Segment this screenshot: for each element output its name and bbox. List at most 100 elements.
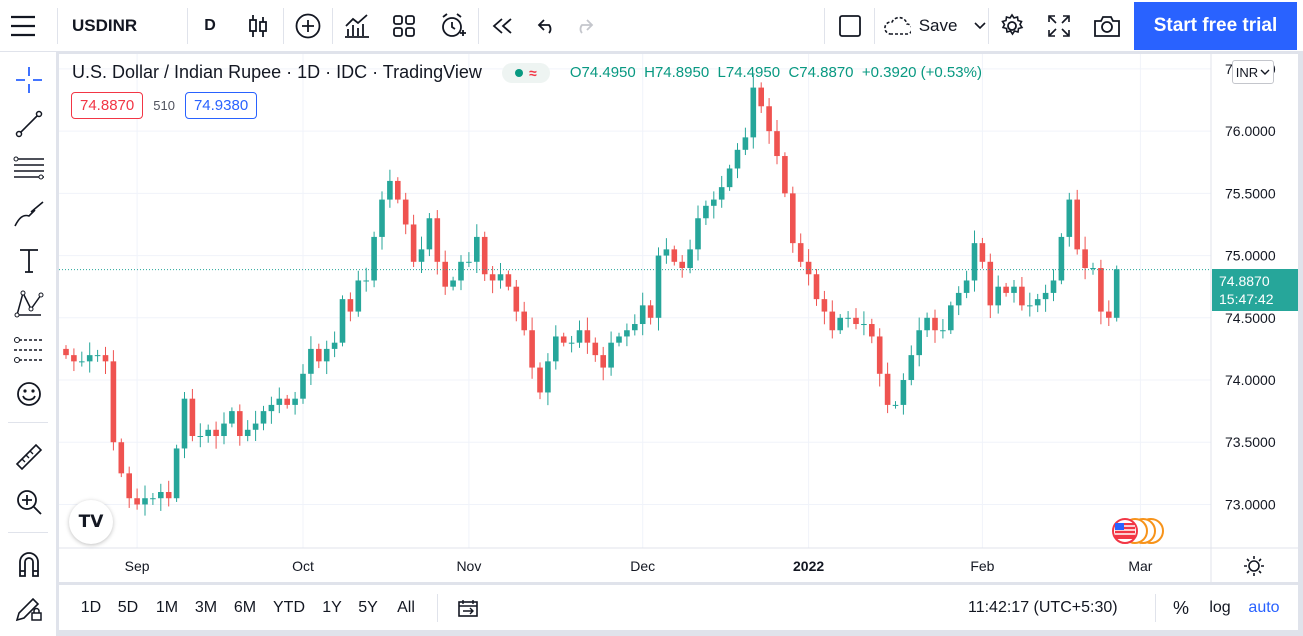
fullscreen-select-button[interactable] [828, 0, 872, 51]
layouts-button[interactable] [382, 0, 426, 51]
crosshair-tool[interactable] [0, 60, 57, 100]
timezone-clock[interactable]: 11:42:17 (UTC+5:30) [968, 599, 1118, 616]
candle [940, 319, 946, 339]
candle [616, 332, 622, 347]
range-5y[interactable]: 5Y [358, 599, 378, 616]
settings-button[interactable] [990, 0, 1034, 51]
candle [932, 309, 938, 343]
magnet-tool[interactable] [0, 544, 57, 584]
interval-button[interactable]: D [204, 16, 216, 34]
candle [766, 98, 772, 144]
economic-events-flags[interactable] [1109, 516, 1167, 548]
candle [1042, 284, 1049, 312]
candle [853, 308, 859, 330]
range-ytd[interactable]: YTD [273, 599, 305, 616]
log-scale-button[interactable]: log [1209, 599, 1231, 616]
fullscreen-button[interactable] [1037, 0, 1081, 51]
lock-drawings-tool[interactable] [0, 588, 57, 628]
candle [948, 301, 954, 334]
sell-price-button[interactable]: 74.8870 [71, 92, 144, 119]
candle [758, 82, 764, 113]
candle [142, 485, 148, 516]
auto-scale-button[interactable]: auto [1248, 599, 1280, 616]
start-free-trial-button[interactable]: Start free trial [1134, 2, 1297, 50]
candle [276, 387, 283, 414]
horizontal-lines-icon [13, 156, 44, 180]
brush-tool[interactable] [0, 194, 57, 234]
range-3m[interactable]: 3M [194, 599, 218, 616]
candle [671, 245, 678, 266]
text-icon [19, 249, 38, 273]
tradingview-logo[interactable]: TV [69, 500, 113, 544]
candle [782, 152, 788, 198]
price-chart[interactable]: 76.500076.000075.500075.000074.500074.00… [59, 54, 1298, 582]
candle [94, 349, 101, 362]
candle [489, 266, 496, 294]
price-tick-label: 75.0000 [1225, 248, 1276, 264]
candle [110, 350, 117, 451]
time-axis[interactable]: Sep Oct Nov Dec 2022 Feb Mar [125, 558, 1153, 574]
range-1d[interactable]: 1D [80, 599, 102, 616]
range-5d[interactable]: 5D [117, 599, 139, 616]
price-tick-label: 74.0000 [1225, 372, 1276, 388]
replay-button[interactable] [481, 0, 525, 51]
chart-pane[interactable]: 76.500076.000075.500075.000074.500074.00… [59, 54, 1298, 582]
trend-line-tool[interactable] [0, 104, 57, 144]
snapshot-button[interactable] [1085, 0, 1129, 51]
percent-scale-button[interactable]: % [1172, 597, 1189, 618]
time-tick-label: Feb [970, 558, 994, 574]
range-6m[interactable]: 6M [233, 599, 257, 616]
alert-button[interactable] [430, 0, 476, 51]
chart-type-button[interactable] [236, 0, 280, 51]
axis-settings-button[interactable] [1211, 550, 1297, 582]
grid-icon [393, 14, 415, 37]
market-status-pill[interactable]: ≈ [501, 62, 550, 83]
candle [347, 292, 354, 322]
candle [679, 255, 685, 278]
menu-button[interactable] [0, 0, 46, 51]
candle [869, 318, 875, 344]
currency-select[interactable]: INR [1232, 60, 1274, 84]
candle [387, 169, 393, 208]
compare-button[interactable] [286, 0, 330, 51]
fib-tool[interactable] [0, 148, 57, 188]
candle [663, 238, 670, 264]
icons-tool[interactable] [0, 374, 57, 414]
time-tick-label: Dec [630, 558, 655, 574]
candle [181, 391, 188, 459]
candle [418, 236, 425, 274]
candle [244, 420, 251, 442]
candle [884, 362, 891, 414]
candle [995, 275, 1001, 314]
candle [1011, 279, 1017, 303]
candle [600, 346, 606, 381]
projection-tool[interactable] [0, 330, 57, 370]
pattern-tool[interactable] [0, 284, 57, 324]
redo-button[interactable] [565, 0, 603, 51]
undo-button[interactable] [527, 0, 567, 51]
zoom-tool[interactable] [0, 482, 57, 522]
range-all[interactable]: All [397, 599, 415, 616]
sun-gear-icon [1244, 556, 1264, 576]
candle [229, 407, 235, 428]
text-tool[interactable] [0, 240, 57, 280]
range-1m[interactable]: 1M [155, 599, 179, 616]
candle [537, 362, 543, 400]
goto-date-button[interactable] [453, 585, 483, 631]
plus-circle-icon [295, 13, 321, 38]
candle [63, 345, 69, 359]
candle [924, 312, 930, 337]
candles [63, 74, 1120, 516]
symbol-search-button[interactable]: USDINR [72, 15, 138, 35]
measure-tool[interactable] [0, 437, 57, 477]
candle [987, 253, 994, 319]
candles-icon [249, 14, 267, 37]
candle [363, 267, 369, 292]
save-button[interactable]: Save [876, 0, 986, 51]
range-1y[interactable]: 1Y [322, 599, 342, 616]
indicators-button[interactable] [335, 0, 379, 51]
candle [553, 325, 559, 370]
price-tick-label: 74.5000 [1225, 310, 1276, 326]
buy-price-button[interactable]: 74.9380 [184, 92, 258, 119]
